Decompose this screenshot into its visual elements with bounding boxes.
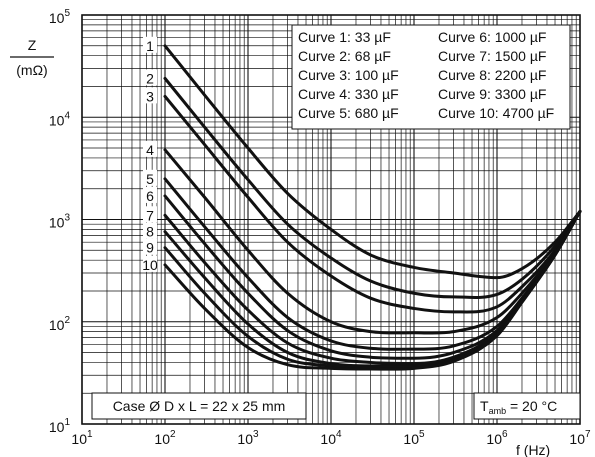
legend-entry-5: Curve 5: 680 µF [298, 105, 399, 121]
curve-label-bg [143, 222, 157, 239]
tamb-suffix: = 20 °C [506, 398, 557, 414]
curve-label-bg [143, 169, 157, 186]
y-axis-label-bottom: (mΩ) [16, 62, 47, 78]
legend-entry-9: Curve 9: 3300 µF [438, 86, 546, 102]
legend-entry-2: Curve 2: 68 µF [298, 48, 391, 64]
x-tick-label: 107 [569, 429, 591, 447]
curve-label-8: 8 [146, 224, 154, 240]
curve-label-5: 5 [146, 171, 154, 187]
legend-entry-8: Curve 8: 2200 µF [438, 67, 546, 83]
curve-10 [163, 209, 582, 371]
x-tick-label: 106 [486, 429, 508, 447]
curve-label-2: 2 [146, 70, 154, 86]
x-tick-label: 101 [71, 429, 93, 447]
curve-label-bg [143, 206, 157, 223]
legend-entry-4: Curve 4: 330 µF [298, 86, 399, 102]
case-annotation-box [91, 392, 307, 420]
curve-label-bg [143, 36, 157, 53]
legend-box [291, 24, 571, 130]
curves [163, 44, 582, 371]
y-tick-label: 103 [49, 213, 71, 231]
legend-entry-3: Curve 3: 100 µF [298, 67, 399, 83]
plot-frame [81, 14, 581, 425]
curve-4 [163, 148, 582, 335]
curve-label-bg [143, 255, 157, 272]
x-tick-label: 105 [403, 429, 425, 447]
curve-label-bg [143, 186, 157, 203]
y-axis-label-top: Z [28, 37, 37, 53]
y-tick-label: 102 [49, 315, 71, 333]
curve-2 [163, 76, 582, 299]
x-tick-label: 102 [154, 429, 176, 447]
curve-label-10: 10 [142, 257, 158, 273]
curve-label-3: 3 [146, 88, 154, 104]
curve-label-1: 1 [146, 38, 154, 54]
tamb-annotation: Tamb = 20 °C [480, 398, 557, 416]
curve-label-6: 6 [146, 188, 154, 204]
y-tick-label: 105 [49, 8, 71, 26]
curve-label-bg [143, 238, 157, 255]
tamb-prefix: T [480, 398, 489, 414]
curve-label-7: 7 [146, 207, 154, 223]
legend-entry-1: Curve 1: 33 µF [298, 29, 391, 45]
curve-label-4: 4 [146, 142, 154, 158]
curve-label-bg [143, 87, 157, 104]
curve-label-bg [143, 140, 157, 157]
curve-7 [163, 209, 582, 366]
curve-label-bg [143, 69, 157, 86]
legend-entry-10: Curve 10: 4700 µF [438, 105, 554, 121]
x-axis-label: f (Hz) [516, 442, 550, 457]
tamb-subscript: amb [489, 406, 507, 416]
legend-entry-6: Curve 6: 1000 µF [438, 29, 546, 45]
curve-3 [163, 94, 582, 314]
y-tick-label: 101 [49, 417, 71, 435]
curve-label-9: 9 [146, 240, 154, 256]
x-tick-label: 103 [237, 429, 259, 447]
curve-6 [163, 194, 582, 360]
y-tick-label: 104 [49, 110, 71, 128]
curve-5 [163, 177, 582, 351]
legend-entry-7: Curve 7: 1500 µF [438, 48, 546, 64]
case-annotation: Case Ø D x L = 22 x 25 mm [113, 398, 286, 414]
curve-1 [163, 44, 582, 280]
tamb-annotation-box [473, 392, 581, 420]
x-tick-label: 104 [320, 429, 342, 447]
